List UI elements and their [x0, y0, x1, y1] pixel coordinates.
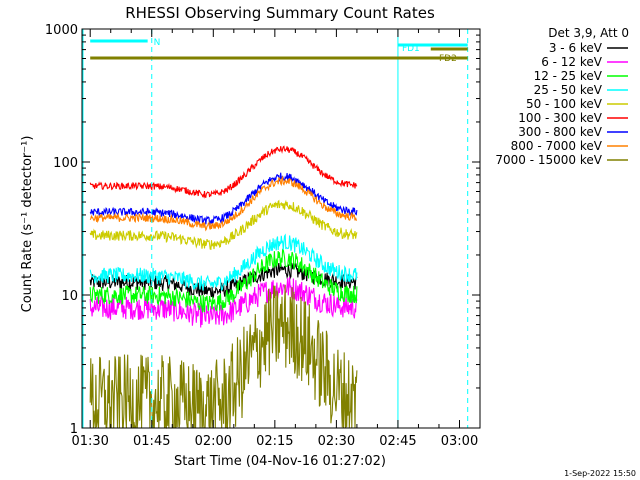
time-markers [82, 29, 469, 428]
x-tick-label: 02:15 [256, 434, 293, 449]
footer-date: 1-Sep-2022 15:50 [564, 469, 636, 478]
annotation-bars: N FD1 FD2 [90, 38, 468, 64]
legend-entry-label: 100 - 300 keV [518, 111, 602, 125]
legend-title: Det 3,9, Att 0 [548, 26, 629, 40]
series-line [89, 145, 358, 199]
legend-entry-label: 6 - 12 keV [541, 55, 603, 69]
series-line [89, 248, 358, 313]
legend-entry-label: 7000 - 15000 keV [495, 153, 602, 167]
series-line [89, 233, 358, 291]
plot-frame [81, 28, 481, 429]
series-line [89, 277, 358, 328]
series-line [89, 172, 358, 225]
x-tick-label: 03:00 [441, 434, 478, 449]
legend-entry-label: 25 - 50 keV [534, 83, 603, 97]
x-axis-ticks: 01:30 01:45 02:00 02:15 02:30 02:45 03:00 [71, 29, 481, 449]
y-axis-ticks: 1 10 100 1000 [45, 23, 480, 437]
x-tick-label: 01:30 [71, 434, 108, 449]
x-tick-label: 02:45 [379, 434, 416, 449]
legend-entry-label: 50 - 100 keV [526, 97, 603, 111]
annotation-label: FD1 [402, 44, 420, 54]
y-tick-label: 100 [53, 156, 78, 171]
legend-entry-label: 300 - 800 keV [518, 125, 602, 139]
x-tick-label: 02:00 [195, 434, 232, 449]
legend-entry-label: 3 - 6 keV [549, 41, 603, 55]
legend-entry-label: 800 - 7000 keV [511, 139, 603, 153]
x-tick-label: 02:30 [318, 434, 355, 449]
y-tick-label: 1000 [45, 23, 78, 38]
series-line [89, 199, 358, 251]
legend-entry-label: 12 - 25 keV [534, 69, 603, 83]
annotation-label: N [154, 38, 161, 48]
y-tick-label: 10 [61, 289, 78, 304]
x-axis-label: Start Time (04-Nov-16 01:27:02) [174, 454, 386, 469]
series-line [89, 175, 357, 232]
chart-title: RHESSI Observing Summary Count Rates [125, 4, 435, 22]
x-tick-label: 01:45 [133, 434, 170, 449]
y-axis-label: Count Rate (s⁻¹ detector⁻¹) [20, 136, 35, 313]
annotation-label: FD2 [439, 54, 457, 64]
y-tick-label: 1 [70, 422, 78, 437]
